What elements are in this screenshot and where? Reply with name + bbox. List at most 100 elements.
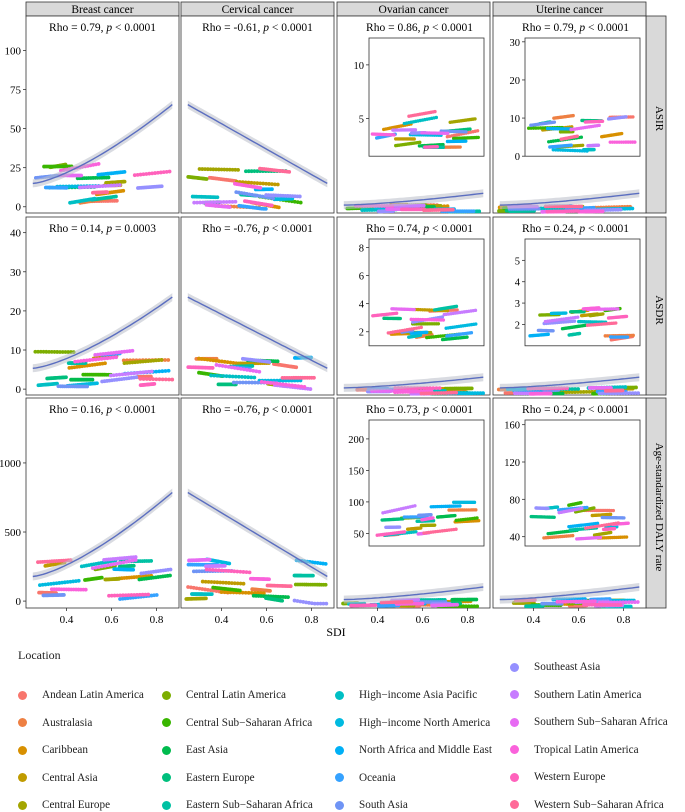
inset-y-tick-label: 100: [348, 498, 364, 509]
data-point: [154, 593, 159, 597]
rho-annotation: Rho = 0.16, p < 0.0001: [49, 404, 156, 416]
inset-data-point: [614, 321, 618, 325]
data-point: [272, 182, 277, 187]
inset-data-point: [561, 148, 565, 152]
data-point: [473, 391, 477, 396]
data-point: [587, 389, 592, 394]
data-point: [236, 374, 241, 379]
data-point: [244, 169, 248, 174]
data-point: [141, 377, 146, 381]
data-point: [103, 184, 108, 188]
panel-1-1: Rho = -0.76, p < 0.0001: [180, 216, 335, 396]
data-point: [278, 378, 282, 383]
data-point: [296, 384, 301, 389]
data-point: [280, 598, 285, 603]
data-point: [215, 373, 220, 378]
inset-y-tick-label: 8: [359, 243, 364, 254]
data-point: [241, 380, 245, 385]
data-point: [47, 349, 51, 354]
inset-data-point: [582, 149, 587, 153]
data-point: [103, 361, 107, 366]
y-tick-label: 500: [5, 527, 22, 539]
data-point: [205, 357, 210, 362]
inset-y-tick-label: 30: [510, 38, 521, 49]
smooth-band: [499, 189, 640, 210]
data-point: [58, 350, 62, 354]
data-point: [154, 377, 159, 382]
inset-data-point: [529, 126, 533, 130]
data-point: [99, 356, 104, 361]
data-point: [230, 167, 235, 172]
x-tick-label: 0.8: [150, 614, 164, 626]
data-point: [555, 391, 560, 396]
inset-y-tick-label: 2: [359, 328, 364, 339]
inset-plot: 510: [354, 37, 485, 157]
inset-y-tick-label: 3: [515, 299, 520, 310]
data-point: [252, 169, 257, 174]
y-tick-label: 30: [10, 267, 22, 279]
data-point: [96, 162, 101, 166]
data-point: [620, 388, 625, 393]
data-point: [89, 184, 94, 189]
data-point: [271, 381, 276, 386]
inset-y-tick-label: 200: [348, 435, 364, 446]
data-point: [85, 384, 90, 389]
data-point: [166, 368, 171, 373]
data-point: [286, 595, 290, 600]
data-point: [622, 391, 627, 396]
data-point: [299, 384, 304, 389]
data-point: [218, 200, 223, 205]
data-point: [141, 370, 145, 375]
data-point: [84, 358, 89, 363]
data-point: [227, 205, 232, 209]
data-point: [298, 378, 303, 383]
data-point: [38, 349, 43, 354]
data-point: [233, 167, 238, 172]
inset-frame: [524, 37, 641, 157]
data-point: [144, 172, 149, 176]
data-point: [79, 359, 83, 363]
data-point: [108, 373, 113, 378]
data-point: [428, 386, 433, 391]
data-point: [211, 167, 216, 172]
data-point: [462, 391, 467, 396]
data-point: [33, 349, 38, 354]
inset-data-point: [419, 325, 423, 330]
data-point: [214, 363, 219, 367]
data-point: [146, 369, 151, 374]
inset-data-point: [531, 126, 536, 130]
y-tick-label: 50: [10, 124, 22, 136]
data-point: [105, 356, 110, 361]
data-point: [275, 381, 279, 386]
row-strip-label: ASIR: [653, 106, 665, 132]
data-point: [228, 360, 233, 365]
data-point: [83, 587, 88, 592]
data-point: [204, 177, 209, 181]
inset-data-point: [441, 318, 446, 322]
data-point: [247, 570, 252, 575]
row-strip-label: ASDR: [653, 295, 665, 325]
inset-data-point: [597, 306, 601, 310]
data-point: [222, 563, 227, 568]
inset-data-point: [468, 127, 472, 131]
column-strip-label: Breast cancer: [71, 4, 133, 16]
data-point: [76, 578, 81, 583]
inset-y-tick-label: 0: [515, 152, 520, 163]
data-point: [576, 390, 580, 394]
smooth-line: [32, 104, 173, 185]
inset-data-point: [578, 149, 582, 153]
data-point: [230, 374, 235, 379]
inset-data-point: [418, 140, 422, 145]
data-point: [457, 391, 461, 396]
inset-data-point: [573, 148, 577, 153]
data-point: [623, 385, 628, 389]
data-point: [95, 184, 99, 189]
data-point: [270, 187, 274, 192]
data-point: [95, 381, 99, 386]
data-point: [255, 181, 260, 186]
data-point: [249, 169, 254, 174]
data-point: [157, 377, 162, 382]
y-tick-label: 40: [10, 228, 22, 240]
